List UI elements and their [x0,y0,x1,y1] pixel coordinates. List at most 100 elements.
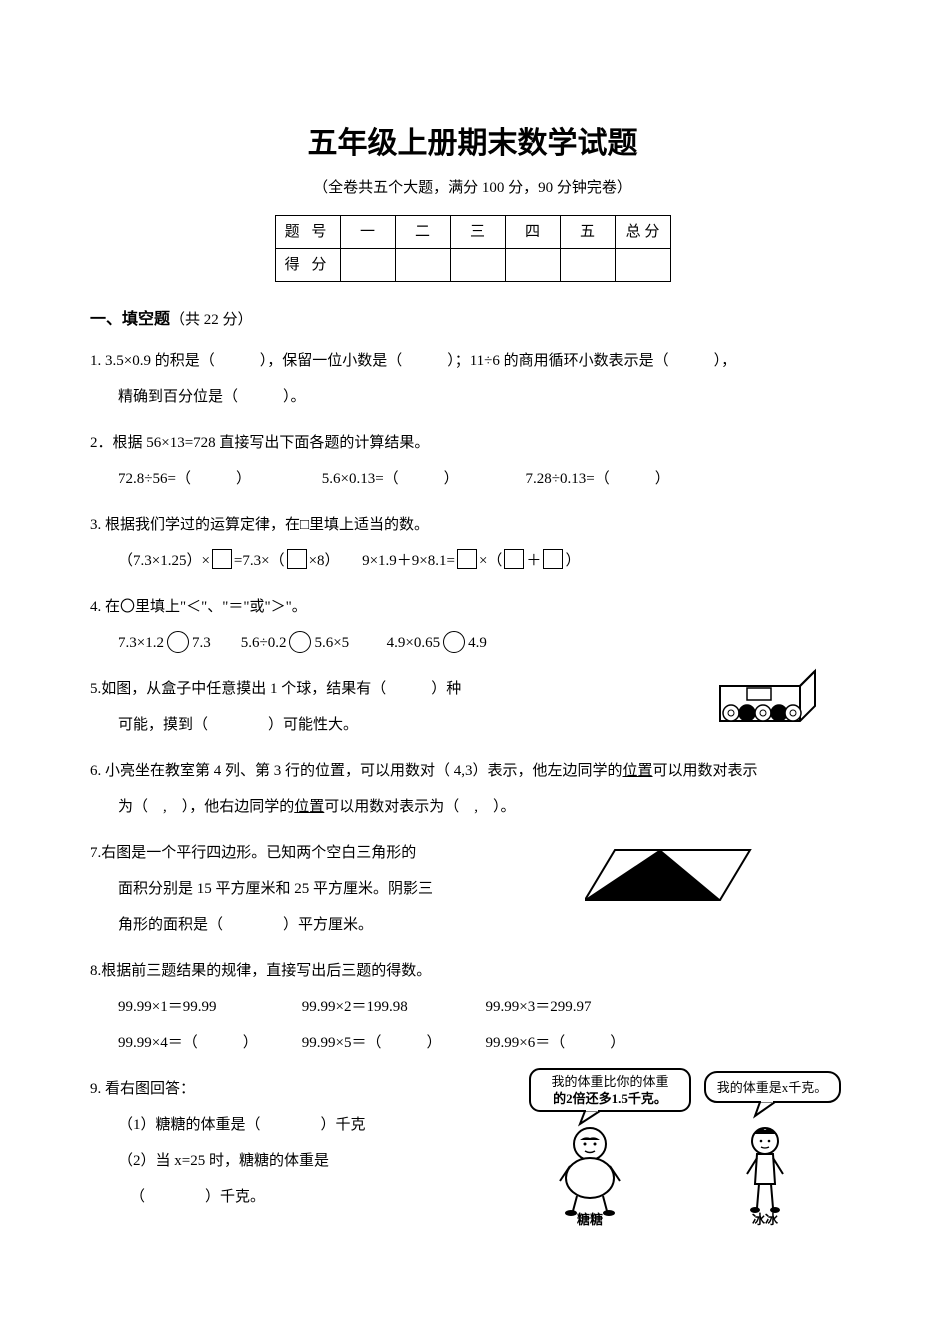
q2-num: 2． [90,435,113,451]
bubble1-text-b: 的2倍还多1.5千克。 [553,1091,667,1106]
question-8: 8.根据前三题结果的规律，直接写出后三题的得数。 99.99×1＝99.99 9… [90,953,855,1061]
parallelogram-figure [585,840,755,924]
table-row: 得 分 [275,249,670,282]
bubble2-text: 我的体重是x千克。 [717,1080,828,1095]
q8-line1: 根据前三题结果的规律，直接写出后三题的得数。 [101,963,431,979]
question-9: 我的体重比你的体重 的2倍还多1.5千克。 我的体重是x千克。 糖糖 [90,1071,855,1240]
q3-e2a: 9×1.9＋9×8.1= [362,553,455,569]
section-1-pts: （共 22 分） [170,312,253,328]
child1-name: 糖糖 [577,1212,603,1226]
q8-r1a: 99.99×1＝99.99 [118,989,298,1025]
q6-u1: 位置 [623,763,653,779]
box-balls-icon [715,666,825,726]
q3-line1: 根据我们学过的运算定律，在□里填上适当的数。 [105,517,429,533]
td-score [615,249,670,282]
children-figure: 我的体重比你的体重 的2倍还多1.5千克。 我的体重是x千克。 糖糖 [525,1066,845,1240]
th-num: 题 号 [275,216,340,249]
fill-box-icon [543,549,563,569]
fill-box-icon [287,549,307,569]
q8-row1: 99.99×1＝99.99 99.99×2＝199.98 99.99×3＝299… [90,999,591,1015]
fill-circle-icon [443,631,465,653]
td-score [560,249,615,282]
page-title: 五年级上册期末数学试题 [90,120,855,168]
score-table: 题 号 一 二 三 四 五 总 分 得 分 [275,215,671,282]
question-2: 2．根据 56×13=728 直接写出下面各题的计算结果。 72.8÷56=（ … [90,425,855,497]
q2-c: 7.28÷0.13=（ ） [526,471,670,487]
q6-line2b: 可以用数对表示为（ , ）。 [324,799,515,815]
td-score [395,249,450,282]
q3-num: 3. [90,517,101,533]
th-4: 四 [505,216,560,249]
question-4: 4. 在〇里填上"＜"、"＝"或"＞"。 7.3×1.27.3 5.6÷0.25… [90,589,855,661]
q4-c1: 4.9×0.65 [387,635,440,651]
q8-row2: 99.99×4＝（ ） 99.99×5＝（ ） 99.99×6＝（ ） [90,1035,625,1051]
q2-a: 72.8÷56=（ ） [118,461,318,497]
bubble1-text-a: 我的体重比你的体重 [551,1074,668,1089]
th-total: 总 分 [615,216,670,249]
child2-name: 冰冰 [752,1212,779,1226]
q8-r2b: 99.99×5＝（ ） [302,1025,482,1061]
question-6: 6. 小亮坐在教室第 4 列、第 3 行的位置，可以用数对（ 4,3）表示，他左… [90,753,855,825]
q8-num: 8. [90,963,101,979]
q5-line1: 如图，从盒子中任意摸出 1 个球，结果有（ ）种 [101,681,461,697]
q6-line1b: 可以用数对表示 [653,763,758,779]
balls-box-figure [715,666,825,740]
td-score-label: 得 分 [275,249,340,282]
q2-row: 72.8÷56=（ ） 5.6×0.13=（ ） 7.28÷0.13=（ ） [90,471,670,487]
section-1-header: 一、填空题（共 22 分） [90,307,855,333]
question-7: 7.右图是一个平行四边形。已知两个空白三角形的 面积分别是 15 平方厘米和 2… [90,835,855,943]
q3-e1c: ×8） [309,553,340,569]
q4-b2: 5.6×5 [314,635,349,651]
q8-r1b: 99.99×2＝199.98 [302,989,482,1025]
th-3: 三 [450,216,505,249]
td-score [340,249,395,282]
q3-expr: （7.3×1.25）×=7.3×（×8） 9×1.9＋9×8.1=×（＋） [90,553,580,569]
q7-line1: 右图是一个平行四边形。已知两个空白三角形的 [101,845,416,861]
q3-e2b: ×（ [479,553,502,569]
q1-num: 1. [90,353,101,369]
q1-text-b: 精确到百分位是（ ）。 [90,389,306,405]
fill-box-icon [504,549,524,569]
fill-box-icon [457,549,477,569]
question-1: 1. 3.5×0.9 的积是（ ），保留一位小数是（ ）；11÷6 的商用循环小… [90,343,855,415]
q3-e1b: =7.3×（ [234,553,285,569]
parallelogram-icon [585,840,755,910]
q4-num: 4. [90,599,101,615]
q6-u2: 位置 [294,799,324,815]
q7-line3: 角形的面积是（ ）平方厘米。 [90,917,373,933]
q9-sub2a: （2）当 x=25 时，糖糖的体重是 [90,1153,329,1169]
section-1-title: 一、填空题 [90,311,170,328]
q8-r1c: 99.99×3＝299.97 [486,999,592,1015]
fill-circle-icon [167,631,189,653]
q5-line2: 可能，摸到（ ）可能性大。 [90,717,358,733]
q9-sub1: （1）糖糖的体重是（ ）千克 [90,1117,366,1133]
q6-line2: 为（ , ），他右边同学的 [90,799,294,815]
table-row: 题 号 一 二 三 四 五 总 分 [275,216,670,249]
q7-line2: 面积分别是 15 平方厘米和 25 平方厘米。阴影三 [90,881,433,897]
q4-row: 7.3×1.27.3 5.6÷0.25.6×5 4.9×0.654.9 [90,635,487,651]
q9-sub2b: （ ）千克。 [90,1189,265,1205]
fill-box-icon [212,549,232,569]
q4-a2: 7.3 [192,635,211,651]
q4-c2: 4.9 [468,635,487,651]
q9-num: 9. [90,1081,101,1097]
q3-e2c: ＋ [526,553,541,569]
th-1: 一 [340,216,395,249]
question-5: 5.如图，从盒子中任意摸出 1 个球，结果有（ ）种 可能，摸到（ ）可能性大。 [90,671,855,743]
q6-line1: 小亮坐在教室第 4 列、第 3 行的位置，可以用数对（ 4,3）表示，他左边同学… [105,763,623,779]
q9-line1: 看右图回答： [105,1081,195,1097]
fill-circle-icon [289,631,311,653]
q3-e2d: ） [565,553,580,569]
q2-line1: 根据 56×13=728 直接写出下面各题的计算结果。 [113,435,430,451]
q4-line1: 在〇里填上"＜"、"＝"或"＞"。 [105,599,307,615]
q5-num: 5. [90,681,101,697]
question-3: 3. 根据我们学过的运算定律，在□里填上适当的数。 （7.3×1.25）×=7.… [90,507,855,579]
q4-b1: 5.6÷0.2 [241,635,287,651]
children-dialog-icon: 我的体重比你的体重 的2倍还多1.5千克。 我的体重是x千克。 糖糖 [525,1066,845,1226]
q1-text-a: 3.5×0.9 的积是（ ），保留一位小数是（ ）；11÷6 的商用循环小数表示… [105,353,736,369]
page-subtitle: （全卷共五个大题，满分 100 分，90 分钟完卷） [90,176,855,200]
q8-r2c: 99.99×6＝（ ） [486,1035,626,1051]
q7-num: 7. [90,845,101,861]
td-score [505,249,560,282]
q2-b: 5.6×0.13=（ ） [322,461,522,497]
